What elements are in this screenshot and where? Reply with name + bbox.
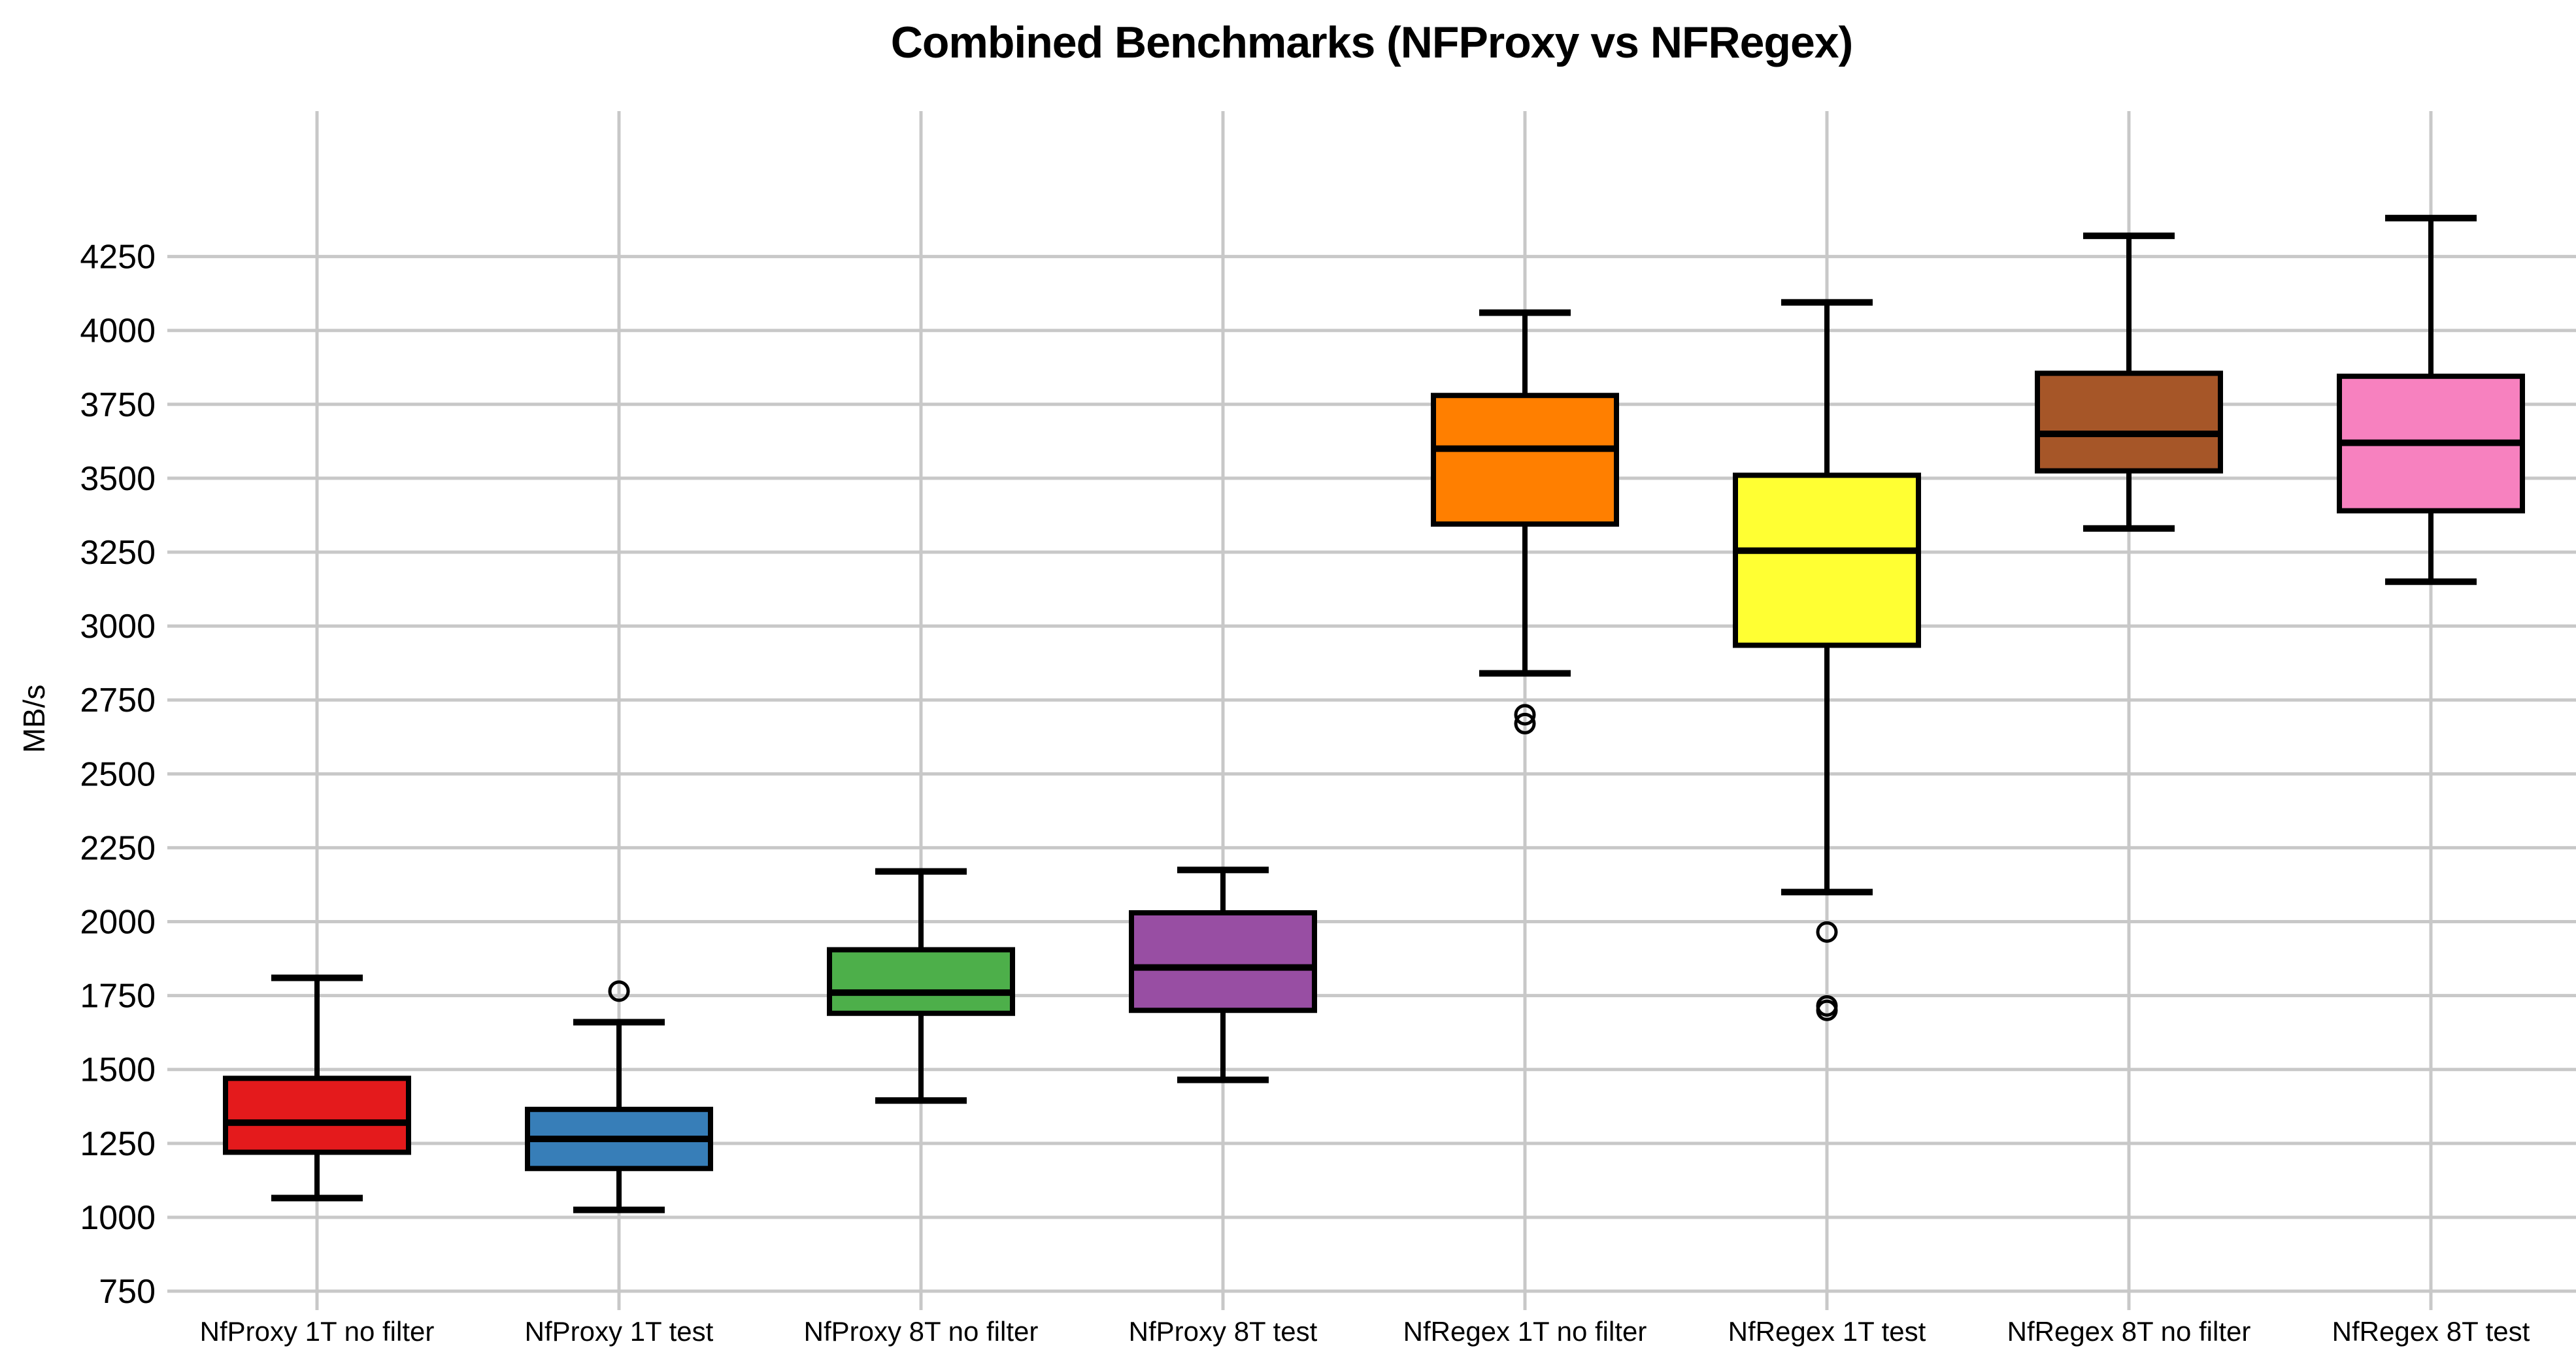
boxplot-box	[1431, 393, 1619, 527]
y-tick-label: 750	[99, 1273, 156, 1311]
x-tick-label: NfRegex 8T no filter	[2007, 1316, 2251, 1347]
boxplot-box	[1129, 910, 1317, 1013]
chart-title: Combined Benchmarks (NFProxy vs NFRegex)	[890, 18, 1854, 67]
x-tick-label: NfRegex 1T no filter	[1403, 1316, 1647, 1347]
x-tick-label: NfProxy 8T test	[1129, 1316, 1318, 1347]
outlier-point	[1514, 704, 1536, 726]
x-tick-label: NfProxy 1T no filter	[200, 1316, 435, 1347]
y-tick-label: 1000	[80, 1199, 156, 1237]
y-tick-label: 2000	[80, 904, 156, 942]
y-axis-label: MB/s	[17, 684, 51, 753]
outlier-point	[1816, 921, 1838, 943]
y-tick-label: 2500	[80, 755, 156, 793]
y-tick-label: 3500	[80, 460, 156, 498]
boxplot-box	[827, 947, 1015, 1016]
boxplot-box	[1733, 472, 1921, 648]
x-tick-label: NfRegex 1T test	[1728, 1316, 1926, 1347]
x-tick-label: NfProxy 8T no filter	[804, 1316, 1039, 1347]
y-tick-label: 2250	[80, 829, 156, 867]
y-tick-label: 1750	[80, 978, 156, 1015]
y-tick-label: 3250	[80, 534, 156, 572]
y-tick-label: 3000	[80, 608, 156, 646]
y-tick-label: 3750	[80, 386, 156, 424]
boxplot-box	[223, 1076, 411, 1155]
outlier-point	[608, 980, 630, 1002]
x-tick-label: NfRegex 8T test	[2332, 1316, 2530, 1347]
y-tick-label: 4250	[80, 238, 156, 276]
y-tick-label: 1500	[80, 1051, 156, 1089]
x-tick-label: NfProxy 1T test	[525, 1316, 714, 1347]
boxplot-box	[2035, 370, 2223, 474]
y-tick-label: 4000	[80, 312, 156, 350]
y-tick-label: 1250	[80, 1125, 156, 1163]
outlier-point	[1514, 712, 1536, 734]
y-tick-label: 2750	[80, 682, 156, 719]
outlier-point	[1816, 999, 1838, 1021]
